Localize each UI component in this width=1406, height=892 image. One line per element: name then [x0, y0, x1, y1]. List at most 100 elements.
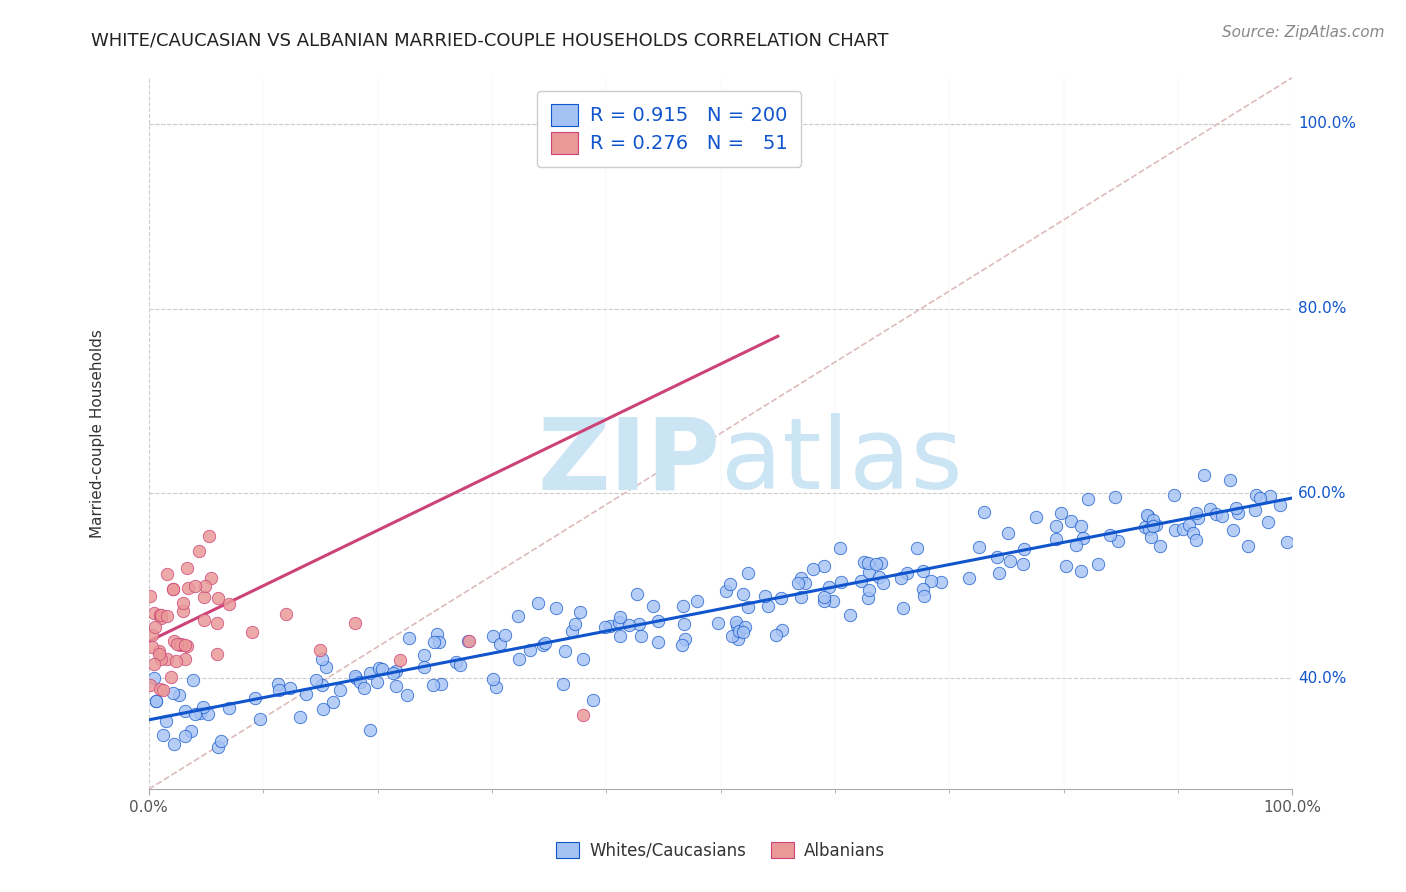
Point	[174, 651, 197, 665]
Point	[1222, 523, 1244, 537]
Point	[1185, 506, 1208, 520]
Point	[671, 638, 693, 652]
Point	[163, 737, 186, 751]
Point	[156, 651, 179, 665]
Point	[1011, 557, 1033, 571]
Text: 60.0%: 60.0%	[1298, 486, 1347, 501]
Point	[482, 629, 505, 643]
Point	[141, 628, 163, 642]
Point	[412, 659, 434, 673]
Point	[207, 591, 229, 605]
Point	[794, 576, 817, 591]
Point	[193, 699, 215, 714]
Point	[389, 653, 412, 667]
Point	[353, 681, 375, 695]
Point	[269, 683, 291, 698]
Point	[311, 678, 333, 692]
Point	[1185, 533, 1208, 547]
Point	[647, 635, 669, 649]
Point	[1071, 531, 1094, 545]
Point	[599, 619, 621, 633]
Point	[197, 707, 219, 722]
Text: Source: ZipAtlas.com: Source: ZipAtlas.com	[1222, 25, 1385, 40]
Point	[152, 682, 174, 697]
Text: atlas: atlas	[721, 413, 962, 510]
Point	[155, 714, 177, 729]
Point	[1049, 506, 1071, 520]
Point	[1070, 564, 1092, 578]
Point	[1070, 519, 1092, 533]
Point	[176, 560, 198, 574]
Point	[142, 607, 165, 621]
Point	[183, 706, 205, 721]
Point	[167, 689, 190, 703]
Point	[309, 643, 332, 657]
Point	[1149, 539, 1171, 553]
Point	[853, 555, 876, 569]
Point	[305, 673, 328, 687]
Point	[173, 729, 195, 743]
Text: 40.0%: 40.0%	[1298, 671, 1347, 686]
Point	[754, 589, 776, 603]
Point	[641, 599, 664, 613]
Point	[1136, 508, 1159, 522]
Point	[172, 596, 194, 610]
Point	[494, 627, 516, 641]
Point	[423, 635, 446, 649]
Point	[1244, 488, 1267, 502]
Point	[765, 628, 787, 642]
Point	[1060, 515, 1083, 529]
Point	[830, 575, 852, 590]
Point	[1045, 532, 1067, 546]
Point	[790, 590, 813, 604]
Point	[721, 629, 744, 643]
Legend: R = 0.915   N = 200, R = 0.276   N =   51: R = 0.915 N = 200, R = 0.276 N = 51	[537, 91, 801, 167]
Point	[150, 608, 173, 623]
Point	[856, 556, 879, 570]
Point	[686, 594, 709, 608]
Point	[770, 624, 793, 638]
Point	[280, 681, 302, 695]
Point	[647, 614, 669, 628]
Point	[1237, 539, 1260, 553]
Point	[869, 556, 891, 570]
Point	[205, 647, 228, 661]
Point	[1205, 507, 1227, 521]
Point	[218, 597, 240, 611]
Point	[868, 570, 890, 584]
Point	[382, 666, 405, 681]
Point	[243, 690, 266, 705]
Point	[856, 591, 879, 605]
Point	[838, 607, 860, 622]
Point	[818, 580, 841, 594]
Point	[172, 604, 194, 618]
Point	[872, 575, 894, 590]
Point	[145, 694, 167, 708]
Point	[485, 680, 508, 694]
Point	[1187, 510, 1209, 524]
Point	[1087, 557, 1109, 571]
Point	[457, 634, 479, 648]
Point	[385, 664, 408, 678]
Point	[1135, 520, 1157, 534]
Point	[177, 582, 200, 596]
Point	[200, 571, 222, 585]
Point	[329, 682, 352, 697]
Point	[519, 643, 541, 657]
Point	[188, 544, 211, 558]
Point	[1142, 513, 1164, 527]
Point	[1163, 488, 1185, 502]
Point	[1025, 509, 1047, 524]
Point	[396, 688, 419, 702]
Point	[371, 662, 394, 676]
Point	[170, 637, 193, 651]
Point	[725, 619, 748, 633]
Point	[716, 583, 738, 598]
Point	[731, 587, 754, 601]
Point	[568, 605, 591, 619]
Point	[398, 632, 420, 646]
Point	[673, 616, 696, 631]
Point	[141, 640, 163, 654]
Point	[858, 565, 880, 579]
Point	[198, 529, 221, 543]
